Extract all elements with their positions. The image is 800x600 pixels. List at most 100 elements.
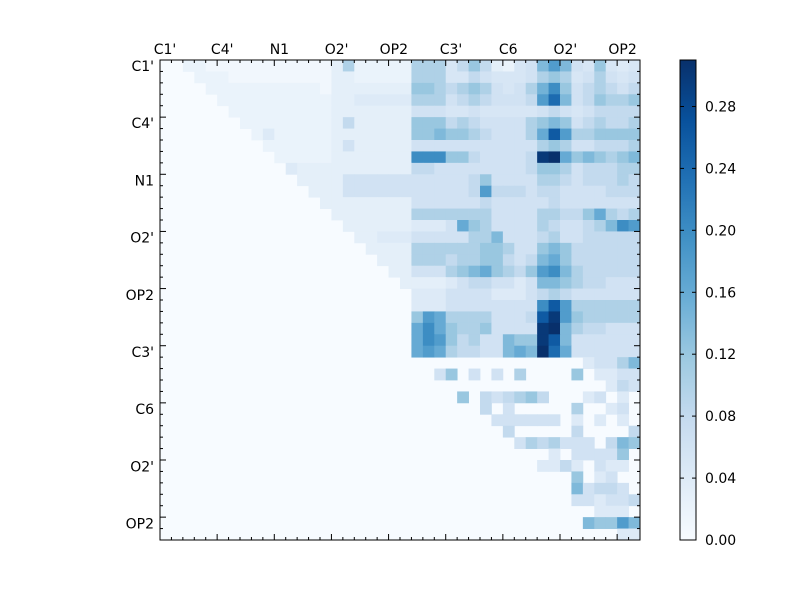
heatmap-cell [331, 82, 344, 95]
heatmap-cell [628, 220, 641, 232]
heatmap-cell [571, 448, 584, 461]
heatmap-cell [605, 471, 618, 484]
heatmap-cell [480, 277, 492, 289]
x-tick-label: N1 [270, 42, 289, 58]
heatmap-cell [594, 311, 607, 324]
heatmap-cell [422, 242, 435, 255]
heatmap-cell [594, 242, 607, 255]
heatmap-cell [411, 197, 424, 209]
heatmap-cell [571, 174, 584, 187]
heatmap-cell [537, 94, 549, 107]
heatmap-cell [342, 128, 355, 141]
heatmap-cell [480, 391, 492, 404]
colorbar [679, 59, 697, 541]
heatmap-cell [617, 265, 629, 278]
heatmap-cell [445, 185, 458, 198]
heatmap-cell [571, 471, 584, 484]
heatmap-cell [297, 60, 309, 72]
heatmap-cell [594, 220, 607, 232]
heatmap-cell [525, 414, 538, 427]
heatmap-cell [445, 220, 458, 232]
heatmap-cell [445, 288, 458, 301]
heatmap-cell [617, 380, 629, 392]
heatmap-cell [491, 174, 504, 187]
heatmap-cell [628, 311, 641, 324]
heatmap-cell [274, 151, 287, 164]
heatmap-cell [582, 357, 595, 369]
heatmap-cell [537, 300, 549, 312]
heatmap-cell [400, 128, 412, 141]
heatmap-cell [617, 402, 629, 415]
heatmap-cell [605, 322, 618, 335]
heatmap-cell [320, 71, 332, 84]
heatmap-cell [480, 254, 492, 267]
heatmap-cell [582, 345, 595, 358]
heatmap-cell [480, 128, 492, 141]
heatmap-cell [422, 345, 435, 358]
heatmap-cell [514, 197, 527, 209]
heatmap-cell [240, 71, 252, 84]
heatmap-cell [308, 151, 321, 164]
heatmap-cell [582, 208, 595, 221]
heatmap-cell [594, 174, 607, 187]
heatmap-cell [628, 185, 641, 198]
heatmap-cell [457, 60, 469, 72]
heatmap-cell [308, 117, 321, 129]
heatmap-cell [582, 254, 595, 267]
heatmap-cell [548, 174, 561, 187]
heatmap-cell [377, 140, 389, 152]
heatmap-cell [445, 94, 458, 107]
heatmap-cell [571, 220, 584, 232]
heatmap-cell [331, 117, 344, 129]
heatmap-cell [468, 322, 481, 335]
heatmap-cell [617, 300, 629, 312]
heatmap-cell [628, 300, 641, 312]
heatmap-cell [445, 277, 458, 289]
heatmap-cell [537, 220, 549, 232]
heatmap-cell [605, 482, 618, 495]
heatmap-cell [628, 528, 641, 541]
heatmap-cell [457, 94, 469, 107]
heatmap-cell [354, 220, 367, 232]
y-tick-label: C1' [131, 59, 154, 75]
heatmap-cell [480, 402, 492, 415]
x-tick-label: C4' [211, 42, 234, 58]
heatmap-cell [297, 151, 309, 164]
heatmap-cell [354, 231, 367, 244]
heatmap-cell [480, 334, 492, 347]
heatmap-cell [537, 391, 549, 404]
heatmap-cell [457, 220, 469, 232]
heatmap-cell [274, 82, 287, 95]
x-tick-label: O2' [325, 42, 349, 58]
colorbar-tick-label: 0.28 [705, 100, 736, 116]
heatmap-cell [491, 300, 504, 312]
heatmap-cell [514, 391, 527, 404]
heatmap-cell [582, 128, 595, 141]
heatmap-cell [514, 288, 527, 301]
heatmap-cell [605, 357, 618, 369]
heatmap-cell [594, 471, 607, 484]
heatmap-cell [228, 82, 241, 95]
heatmap-cell [617, 448, 629, 461]
heatmap-cell [537, 60, 549, 72]
heatmap-cell [525, 60, 538, 72]
heatmap-cell [331, 105, 344, 118]
heatmap-cell [457, 140, 469, 152]
heatmap-cell [537, 277, 549, 289]
heatmap-cell [548, 117, 561, 129]
heatmap-cell [445, 334, 458, 347]
heatmap-cell [262, 140, 275, 152]
heatmap-cell [617, 254, 629, 267]
heatmap-cell [308, 128, 321, 141]
heatmap-cell [605, 185, 618, 198]
heatmap-cell [605, 105, 618, 118]
heatmap-cell [354, 117, 367, 129]
heatmap-cell [480, 82, 492, 95]
heatmap-cell [628, 242, 641, 255]
heatmap-cell [342, 82, 355, 95]
heatmap-cell [628, 105, 641, 118]
heatmap-cell [582, 334, 595, 347]
heatmap-cell [628, 94, 641, 107]
heatmap-cell [285, 151, 298, 164]
heatmap-cell [342, 105, 355, 118]
